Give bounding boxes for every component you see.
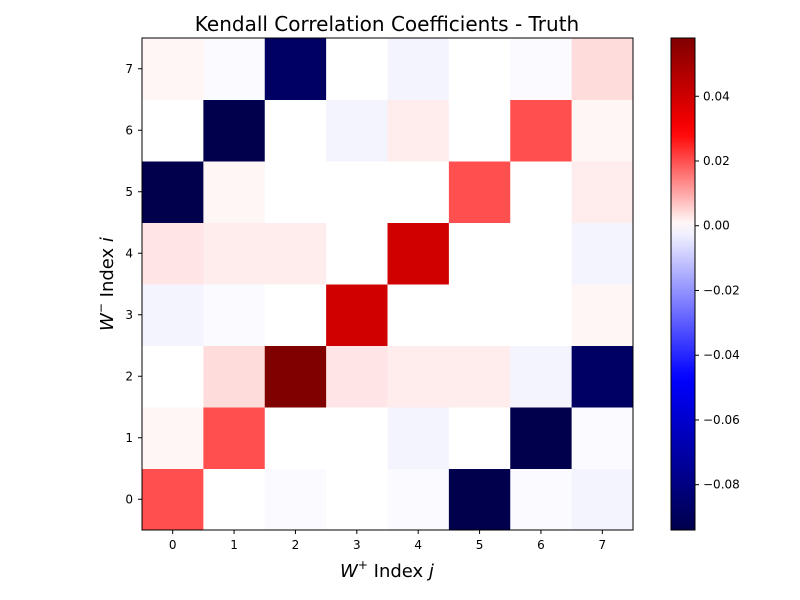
heatmap-cell-4-5: [448, 222, 511, 285]
heatmap-cell-7-7: [571, 38, 634, 100]
heatmap-cell-6-4: [387, 99, 450, 162]
heatmap-cell-6-5: [448, 99, 511, 162]
colorbar-tick-label: −0.08: [703, 478, 740, 492]
heatmap-cell-0-7: [571, 468, 634, 531]
colorbar-tick-label: 0.04: [703, 89, 730, 103]
heatmap-cell-2-0: [142, 345, 204, 408]
heatmap-cell-0-0: [142, 468, 204, 531]
heatmap-cell-6-7: [571, 99, 634, 162]
heatmap-cell-1-5: [448, 407, 511, 469]
y-tick-label: 3: [125, 308, 133, 322]
heatmap-cell-2-1: [203, 345, 266, 408]
y-axis-label: W− Index i: [94, 237, 118, 331]
heatmap-cell-2-5: [448, 345, 511, 408]
heatmap-cell-0-4: [387, 468, 450, 531]
heatmap-cell-4-0: [142, 222, 204, 285]
heatmap-cell-0-6: [510, 468, 573, 531]
colorbar-tick-label: −0.02: [703, 283, 740, 297]
colorbar-tick-label: 0.02: [703, 154, 730, 168]
heatmap-cell-3-7: [571, 284, 634, 346]
y-axis-ticks: 0 1 2 3 4 5 6 7: [125, 62, 142, 506]
heatmap-cell-4-1: [203, 222, 266, 285]
colorbar-tick-label: 0.00: [703, 219, 730, 233]
heatmap-cell-5-3: [326, 161, 388, 223]
heatmap-cell-7-6: [510, 38, 573, 100]
heatmap-cell-2-7: [571, 345, 634, 408]
y-tick-label: 5: [125, 185, 133, 199]
x-tick-label: 4: [414, 538, 422, 552]
heatmap-cell-5-7: [571, 161, 634, 223]
colorbar-tick-label: −0.06: [703, 413, 740, 427]
x-tick-label: 6: [537, 538, 545, 552]
y-tick-label: 6: [125, 123, 133, 137]
colorbar-ticks: 0.04 0.02 0.00 −0.02 −0.04 −0.06 −0.08: [695, 89, 740, 492]
heatmap-cell-3-3: [326, 284, 388, 346]
heatmap-cell-2-3: [326, 345, 388, 408]
y-tick-label: 2: [125, 369, 133, 383]
heatmap-cell-0-2: [264, 468, 327, 531]
heatmap-cell-7-3: [326, 38, 388, 100]
heatmap-grid: [142, 38, 634, 531]
x-tick-label: 2: [292, 538, 300, 552]
heatmap-cell-2-2: [264, 345, 327, 408]
x-tick-label: 7: [598, 538, 606, 552]
heatmap-cell-6-3: [326, 99, 388, 162]
heatmap-cell-6-2: [264, 99, 327, 162]
heatmap-cell-0-3: [326, 468, 388, 531]
y-tick-label: 7: [125, 62, 133, 76]
y-tick-label: 1: [125, 431, 133, 445]
heatmap-cell-5-4: [387, 161, 450, 223]
heatmap-cell-7-0: [142, 38, 204, 100]
y-tick-label: 4: [125, 246, 133, 260]
heatmap-cell-1-1: [203, 407, 266, 469]
heatmap-cell-6-0: [142, 99, 204, 162]
heatmap-cell-2-6: [510, 345, 573, 408]
heatmap-cell-3-2: [264, 284, 327, 346]
heatmap-cell-3-0: [142, 284, 204, 346]
heatmap-cell-7-1: [203, 38, 266, 100]
heatmap-cell-4-6: [510, 222, 573, 285]
heatmap-cell-1-2: [264, 407, 327, 469]
chart-title: Kendall Correlation Coefficients - Truth: [195, 12, 579, 36]
heatmap-cell-4-4: [387, 222, 450, 285]
heatmap-cell-1-6: [510, 407, 573, 469]
plot-frame: [141, 37, 634, 531]
x-axis-label: W+ Index j: [340, 558, 434, 582]
x-tick-label: 0: [169, 538, 177, 552]
colorbar-tick-label: −0.04: [703, 348, 740, 362]
heatmap-cell-6-1: [203, 99, 266, 162]
heatmap-cell-3-5: [448, 284, 511, 346]
heatmap-cell-7-5: [448, 38, 511, 100]
heatmap-cell-1-7: [571, 407, 634, 469]
heatmap-cell-5-6: [510, 161, 573, 223]
heatmap-cell-4-7: [571, 222, 634, 285]
heatmap-cell-3-4: [387, 284, 450, 346]
heatmap-cell-4-3: [326, 222, 388, 285]
heatmap-cell-7-4: [387, 38, 450, 100]
heatmap-cell-0-1: [203, 468, 266, 531]
heatmap-cell-4-2: [264, 222, 327, 285]
y-tick-label: 0: [125, 492, 133, 506]
colorbar: [670, 37, 696, 531]
x-tick-label: 3: [353, 538, 361, 552]
heatmap-cell-5-2: [264, 161, 327, 223]
x-axis-ticks: 0 1 2 3 4 5 6 7: [169, 530, 606, 552]
heatmap-cell-5-5: [448, 161, 511, 223]
heatmap-cell-5-0: [142, 161, 204, 223]
heatmap-cell-1-4: [387, 407, 450, 469]
heatmap-cell-0-5: [448, 468, 511, 531]
heatmap-cell-6-6: [510, 99, 573, 162]
heatmap-cell-5-1: [203, 161, 266, 223]
heatmap-cell-3-1: [203, 284, 266, 346]
heatmap-cell-1-3: [326, 407, 388, 469]
heatmap-cell-2-4: [387, 345, 450, 408]
heatmap-cell-7-2: [264, 38, 327, 100]
x-tick-label: 1: [230, 538, 238, 552]
heatmap-cell-1-0: [142, 407, 204, 469]
x-tick-label: 5: [476, 538, 484, 552]
heatmap-cell-3-6: [510, 284, 573, 346]
